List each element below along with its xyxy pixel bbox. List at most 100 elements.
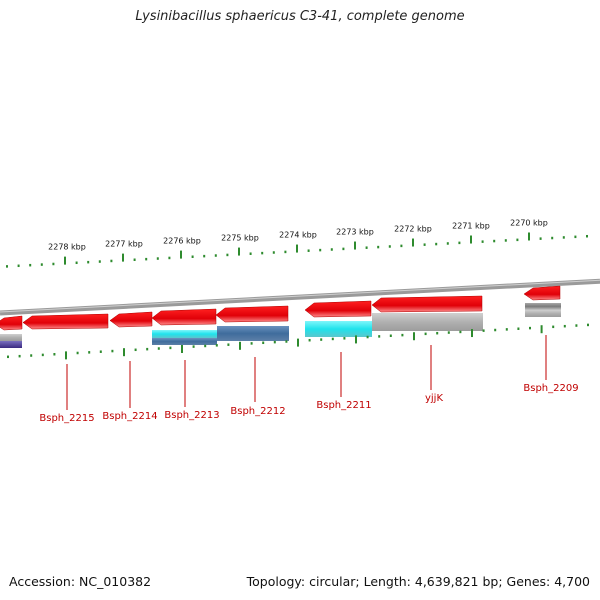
genome-summary-text: Topology: circular; Length: 4,639,821 bp… [246,574,590,589]
major-tick [528,232,530,241]
inner-minor-tick [111,349,114,353]
inner-minor-tick [343,337,346,340]
inner-minor-tick [76,351,79,355]
gene-label: Bsph_2214 [102,411,157,422]
kbp-tick-label: 2274 kbp [279,231,317,240]
inner-minor-tick [169,346,172,350]
feature-bar [152,338,217,345]
kbp-tick-label: 2271 kbp [452,222,490,231]
minor-tick [400,244,403,248]
minor-tick [249,252,252,255]
backbone-highlight [0,279,600,313]
feature-bar [0,334,22,341]
kbp-tick-label: 2270 kbp [510,218,548,227]
inner-minor-tick [459,330,462,334]
inner-minor-tick [134,348,137,352]
cds-arrow [109,311,153,328]
major-tick [180,250,182,259]
minor-tick [17,264,20,268]
cds-arrow [371,295,483,313]
inner-minor-tick [389,334,392,338]
inner-minor-tick [7,355,9,359]
backbone-ring [0,278,600,316]
inner-major-tick [540,325,543,334]
minor-tick [261,251,264,255]
map-title: Lysinibacillus sphaericus C3-41, complet… [135,9,465,24]
major-tick [238,247,240,256]
inner-major-tick [181,344,183,353]
inner-minor-tick [320,338,323,341]
inner-minor-tick [204,344,207,348]
inner-minor-tick [494,328,497,332]
accession-text: Accession: NC_010382 [9,574,152,589]
gene-label: Bsph_2212 [230,406,285,417]
inner-minor-tick [215,344,218,347]
inner-minor-tick [273,340,276,344]
inner-minor-tick [262,341,265,345]
cds-arrow [151,308,217,326]
major-tick [354,241,356,250]
kbp-tick-label: 2272 kbp [394,225,432,234]
minor-tick [481,240,484,243]
minor-tick [562,236,565,239]
inner-minor-tick [424,332,427,336]
feature-bar [525,303,561,310]
minor-tick [388,245,391,248]
inner-minor-tick [146,347,149,351]
major-tick [64,256,66,265]
inner-minor-tick [378,335,381,338]
inner-minor-tick [88,351,91,354]
minor-tick [574,235,577,239]
major-tick [412,238,414,247]
kbp-tick-label: 2277 kbp [105,240,143,249]
inner-major-tick [413,332,415,341]
gene-label: Bsph_2215 [39,413,94,424]
minor-tick [493,239,496,243]
minor-tick [435,242,438,246]
inner-minor-tick [30,354,33,357]
inner-minor-tick [529,326,531,330]
inner-minor-tick [331,337,334,341]
inner-minor-tick [517,327,520,330]
minor-tick [551,236,554,240]
inner-minor-tick [250,342,253,345]
gene-label: Bsph_2209 [523,383,578,394]
feature-bar [0,341,22,348]
major-tick [296,244,298,253]
inner-minor-tick [587,323,589,327]
minor-tick [330,248,333,251]
kbp-tick-label: 2273 kbp [336,228,374,237]
minor-tick [423,243,426,246]
feature-bar [305,321,372,337]
minor-tick [52,262,55,266]
inner-minor-tick [482,329,485,332]
feature-bar [217,326,289,341]
cds-arrow [22,313,109,330]
inner-minor-tick [447,331,450,334]
inner-minor-tick [436,331,439,335]
kbp-tick-label: 2278 kbp [48,243,86,252]
inner-major-tick [65,351,67,360]
minor-tick [168,256,171,260]
cds-arrow [304,300,372,318]
minor-tick [458,241,461,245]
minor-tick [87,260,90,264]
inner-minor-tick [308,338,311,342]
minor-tick [40,263,43,266]
feature-bar [525,310,561,317]
minor-tick [145,257,148,261]
cds-arrow [523,285,561,301]
major-tick [122,253,124,262]
minor-tick [110,259,113,263]
kbp-tick-label: 2276 kbp [163,237,201,246]
minor-tick [133,258,136,262]
minor-tick [342,247,345,251]
minor-tick [156,257,159,260]
gene-label: Bsph_2213 [164,410,219,421]
inner-minor-tick [53,353,56,356]
minor-tick [203,254,206,258]
minor-tick [191,255,194,258]
minor-tick [226,253,229,257]
